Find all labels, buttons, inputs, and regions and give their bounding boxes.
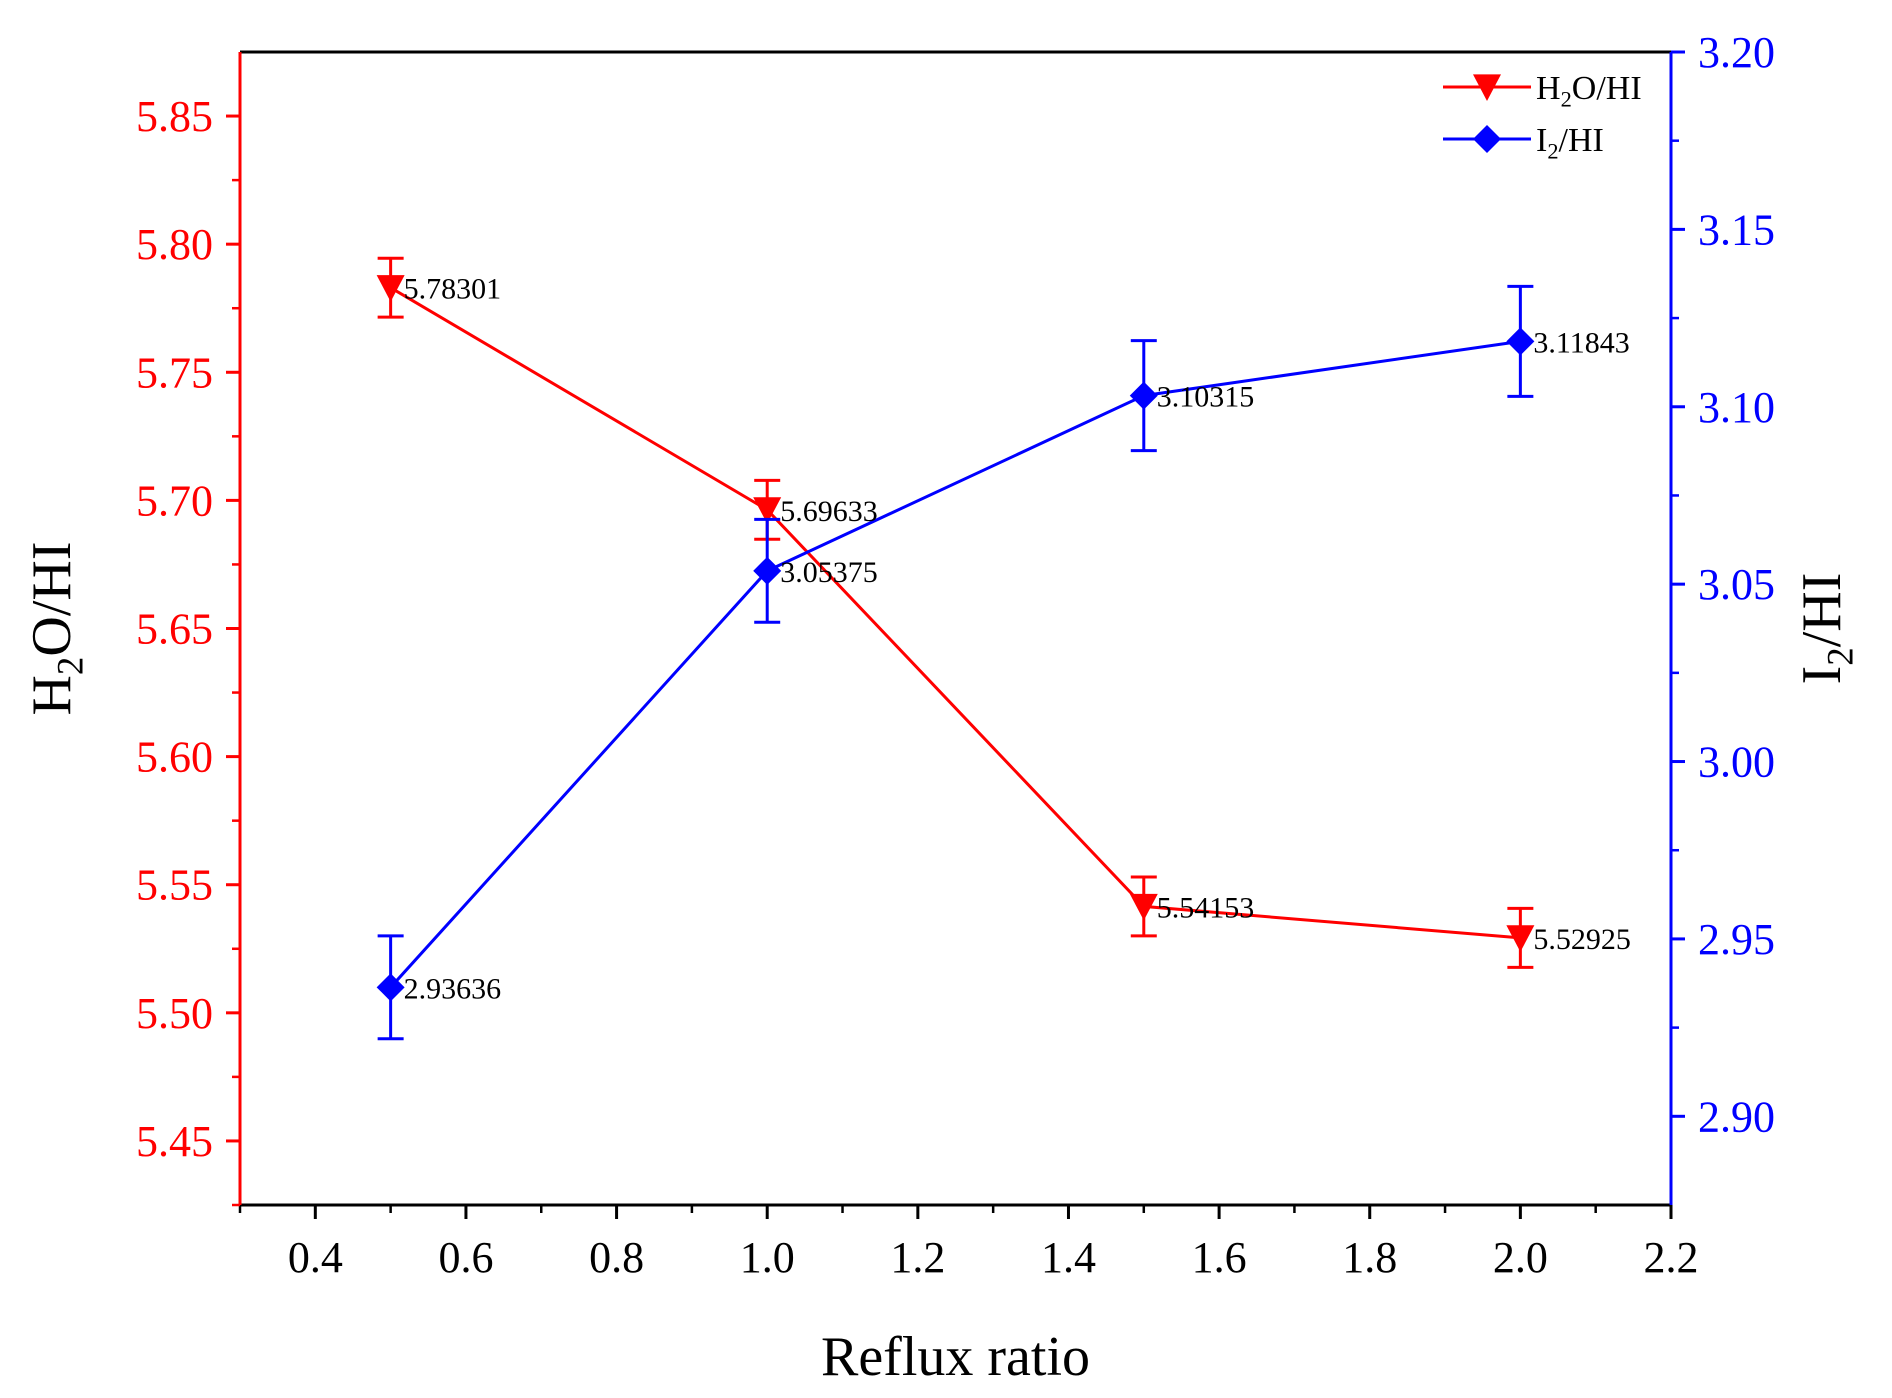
label-subscript: 2: [1561, 86, 1572, 111]
left-y-tick-label: 5.55: [136, 861, 213, 910]
label-rest: O/HI: [1572, 70, 1642, 107]
data-point: [1506, 327, 1535, 356]
right-y-tick-label: 3.15: [1698, 205, 1775, 254]
series-h2o-hi: [376, 256, 1535, 969]
x-tick-label: 0.4: [288, 1233, 343, 1282]
data-label: 3.05375: [780, 556, 878, 589]
x-tick-label: 1.0: [740, 1233, 795, 1282]
left-y-tick-label: 5.80: [136, 220, 213, 269]
data-label: 3.11843: [1533, 326, 1629, 359]
label-main: H: [21, 675, 83, 715]
legend-marker: [1473, 125, 1501, 153]
label-subscript: 2: [49, 657, 90, 675]
label-subscript: 2: [1547, 138, 1558, 163]
label-rest: O/HI: [21, 541, 83, 656]
x-tick-label: 2.2: [1644, 1233, 1699, 1282]
x-axis-title: Reflux ratio: [821, 1326, 1090, 1388]
legend-item-i2-hi: I2/HI: [1443, 122, 1604, 163]
legend-marker: [1473, 74, 1501, 101]
left-y-tick-label: 5.50: [136, 989, 213, 1038]
data-label: 5.78301: [404, 273, 502, 306]
left-y-tick-label: 5.70: [136, 476, 213, 525]
data-point: [1129, 893, 1158, 921]
x-tick-label: 0.8: [589, 1233, 644, 1282]
data-label: 5.52925: [1533, 923, 1631, 956]
right-y-axis-title: I2/HI: [1791, 573, 1860, 685]
series-i2-hi: [376, 284, 1535, 1041]
label-rest: /HI: [1791, 573, 1853, 648]
left-y-axis-title: H2O/HI: [21, 541, 90, 715]
label-subscript: 2: [1819, 647, 1860, 665]
data-label: 5.69633: [780, 495, 878, 528]
data-point: [753, 556, 782, 585]
data-label: 5.54153: [1157, 891, 1255, 924]
data-point: [376, 275, 405, 302]
series-line: [389, 339, 1521, 989]
left-y-tick-label: 5.45: [136, 1117, 213, 1166]
label-main: I: [1536, 122, 1547, 159]
data-point: [1129, 381, 1158, 410]
x-tick-label: 1.2: [890, 1233, 945, 1282]
label-rest: /HI: [1559, 122, 1604, 159]
legend-label: I2/HI: [1536, 122, 1604, 163]
right-y-tick-label: 3.05: [1698, 560, 1775, 609]
x-tick-label: 1.4: [1041, 1233, 1096, 1282]
x-tick-label: 0.6: [438, 1233, 493, 1282]
left-y-tick-label: 5.60: [136, 733, 213, 782]
data-label: 2.93636: [404, 972, 502, 1005]
left-y-tick-label: 5.65: [136, 605, 213, 654]
right-y-tick-label: 3.00: [1698, 738, 1775, 787]
series-line: [389, 286, 1521, 940]
data-point: [1506, 925, 1535, 952]
x-tick-label: 2.0: [1493, 1233, 1548, 1282]
right-y-tick-label: 3.10: [1698, 383, 1775, 432]
legend-label: H2O/HI: [1536, 70, 1642, 111]
left-y-tick-label: 5.75: [136, 348, 213, 397]
legend-item-h2o-hi: H2O/HI: [1443, 70, 1642, 111]
left-y-tick-label: 5.85: [136, 92, 213, 141]
data-point: [753, 497, 782, 524]
label-main: I: [1791, 666, 1853, 685]
label-main: H: [1536, 70, 1561, 107]
x-tick-label: 1.6: [1192, 1233, 1247, 1282]
right-y-tick-label: 2.90: [1698, 1092, 1775, 1141]
x-tick-label: 1.8: [1342, 1233, 1397, 1282]
data-point: [376, 973, 405, 1002]
right-y-tick-label: 3.20: [1698, 28, 1775, 77]
right-y-tick-label: 2.95: [1698, 915, 1775, 964]
data-label: 3.10315: [1157, 381, 1255, 414]
